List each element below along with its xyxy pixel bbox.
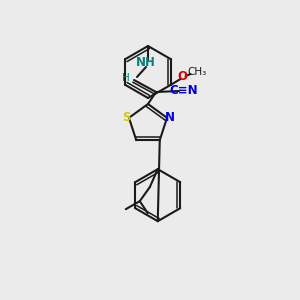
Text: H: H	[122, 73, 130, 83]
Text: N: N	[165, 111, 175, 124]
Text: S: S	[122, 111, 130, 124]
Text: C≡N: C≡N	[170, 83, 198, 97]
Text: O: O	[178, 70, 188, 83]
Text: NH: NH	[136, 56, 156, 68]
Text: CH₃: CH₃	[187, 67, 206, 77]
